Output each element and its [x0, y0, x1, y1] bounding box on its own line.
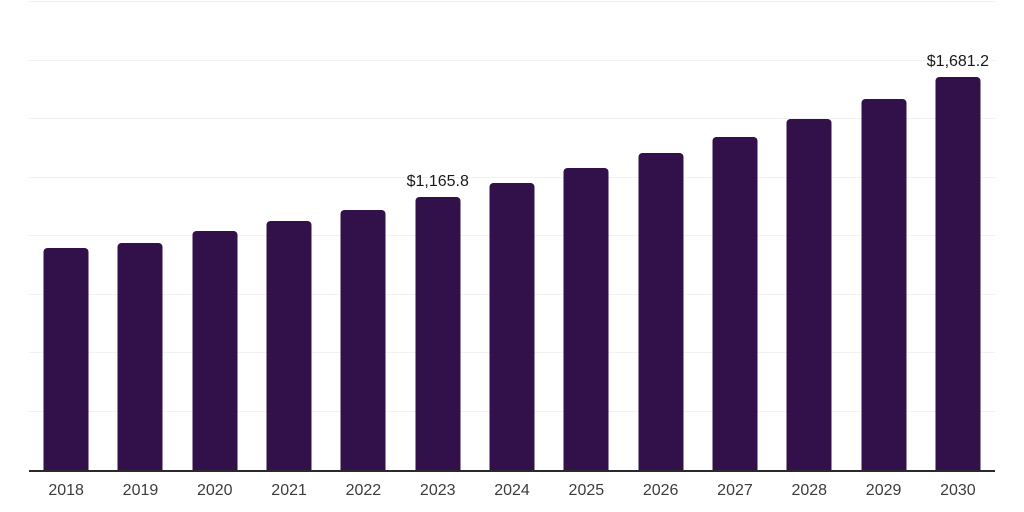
x-tick-label: 2024	[494, 482, 530, 499]
bar-slot	[29, 2, 103, 470]
bar-2021	[266, 221, 312, 470]
x-tick-label: 2027	[717, 482, 753, 499]
bar-2020	[192, 230, 238, 470]
bar-2019	[117, 242, 163, 470]
x-tick-label: 2020	[196, 482, 233, 499]
bar-2029	[861, 99, 907, 470]
x-tick-label: 2026	[642, 482, 679, 499]
x-tick-label: 2018	[48, 482, 84, 499]
x-tick-label: 2029	[865, 482, 902, 499]
bars-row: $1,165.8 $1,681.2	[29, 2, 995, 470]
x-tick-label: 2028	[791, 482, 828, 499]
bar-2025	[563, 168, 609, 470]
bar-value-label: $1,681.2	[926, 52, 990, 70]
x-tick-label: 2021	[271, 482, 307, 499]
x-tick-label: 2030	[940, 482, 976, 499]
bar-slot	[698, 2, 772, 470]
x-tick-label: 2025	[568, 482, 605, 499]
bar-slot	[326, 2, 400, 470]
x-tick-label: 2022	[345, 482, 382, 499]
bar-slot	[178, 2, 252, 470]
x-tick-label: 2023	[419, 482, 456, 499]
bar-slot	[846, 2, 920, 470]
gridline	[29, 59, 995, 61]
x-axis-line	[29, 470, 995, 472]
bar-slot	[475, 2, 549, 470]
bar-2026	[638, 153, 684, 470]
bar-value-label: $1,165.8	[406, 173, 469, 191]
bar-2027	[712, 136, 758, 470]
gridline	[29, 118, 995, 119]
bar-2022	[340, 209, 386, 470]
bar-slot	[549, 2, 623, 470]
bar-2018	[43, 248, 89, 470]
gridline	[29, 1, 995, 2]
bar-slot	[252, 2, 326, 470]
bar-2030: $1,681.2	[927, 53, 989, 470]
bar-slot	[103, 2, 177, 470]
bar-slot	[624, 2, 698, 470]
x-axis-labels: 2018 2019 2020 2021 2022 2023 2024 2025 2026 2027…	[29, 482, 995, 500]
bar-2024	[489, 182, 535, 470]
bar-slot: $1,165.8	[401, 2, 475, 470]
x-tick-label: 2019	[122, 482, 159, 499]
bar-2023: $1,165.8	[407, 173, 469, 470]
bar-slot: $1,681.2	[921, 2, 995, 470]
plot-area: $1,165.8 $1,681.2	[29, 1, 995, 472]
bar-2028	[786, 119, 832, 470]
gridline	[29, 176, 995, 178]
bar-slot	[772, 2, 846, 470]
